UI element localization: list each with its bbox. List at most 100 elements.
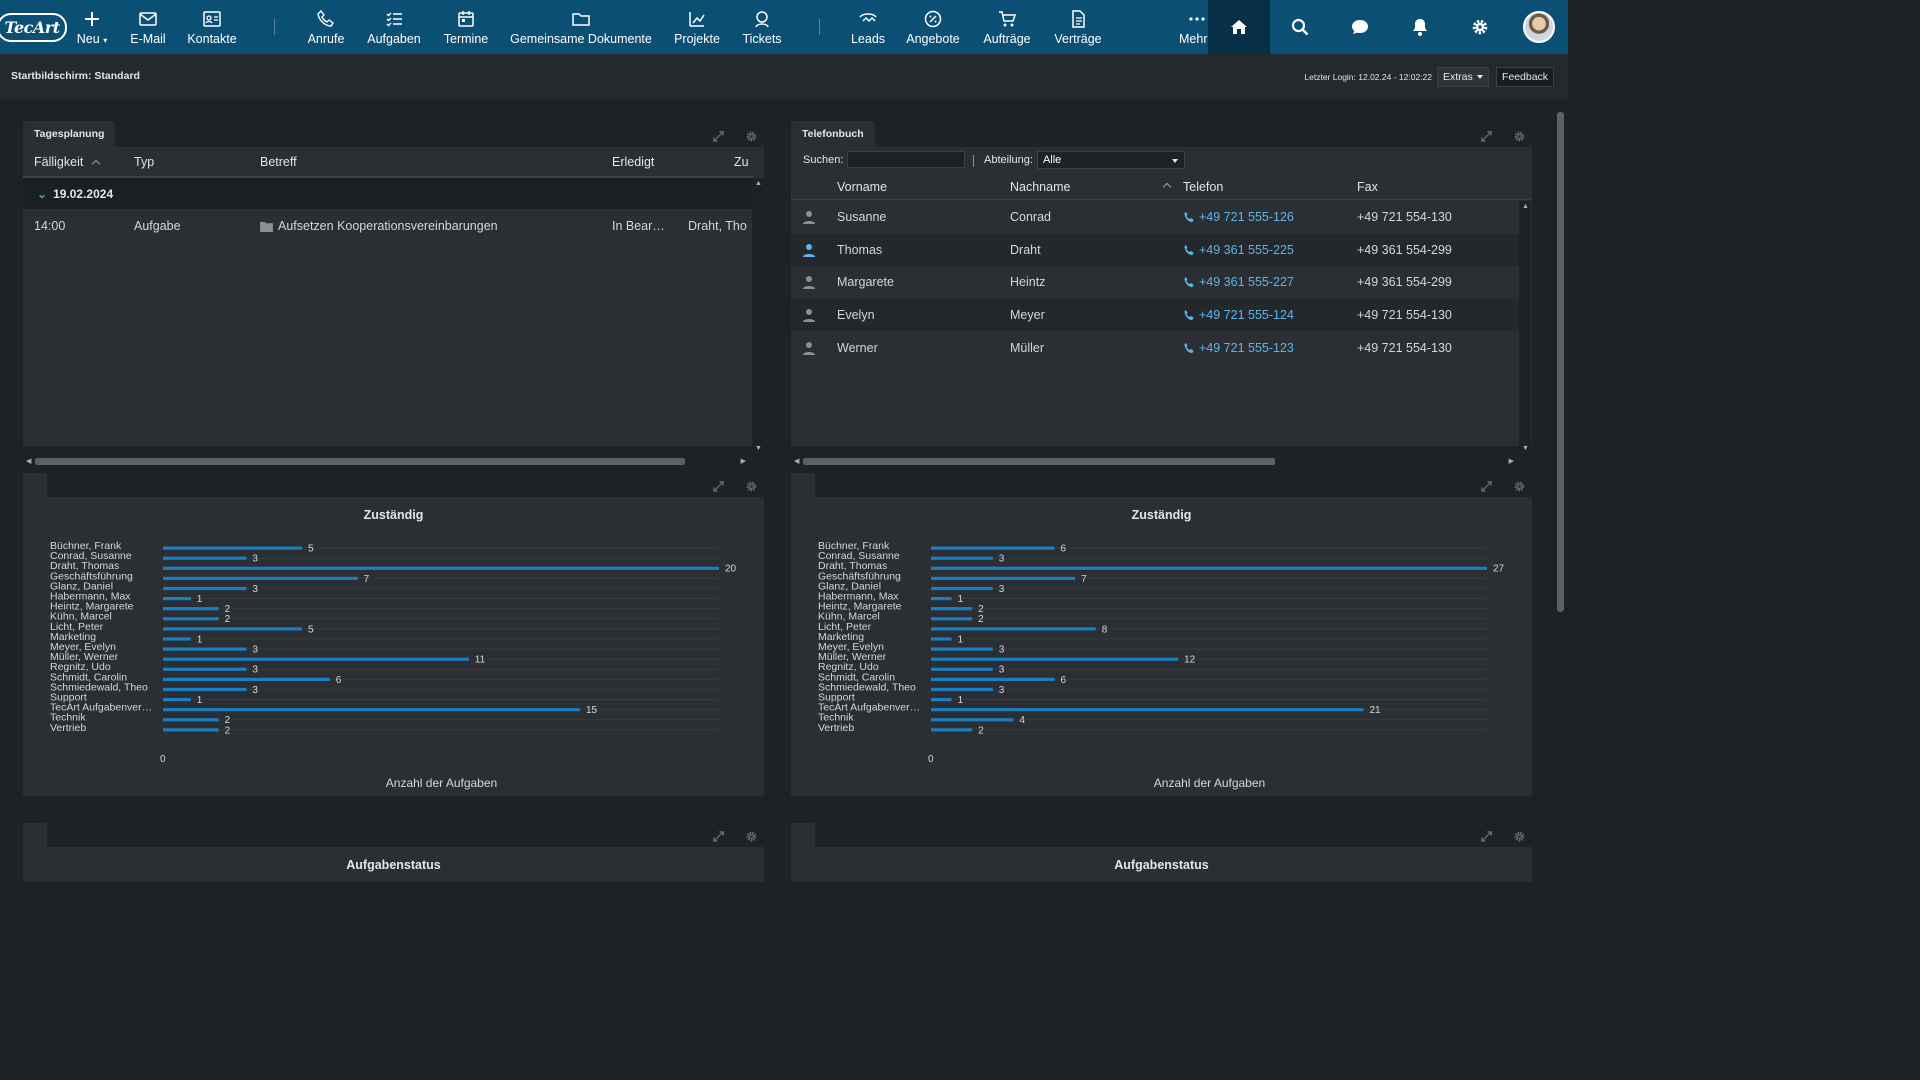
bar-chart: Büchner, Frank 5 Conrad, Susanne 3 Draht, Th… <box>50 540 737 765</box>
row-fax: +49 361 554-299 <box>1357 275 1452 289</box>
widget-tab[interactable] <box>791 823 815 847</box>
tecart-logo[interactable]: TecArt <box>0 0 67 54</box>
phone-icon <box>1184 276 1194 287</box>
expand-icon[interactable] <box>1480 830 1493 843</box>
page-scroll-thumb[interactable] <box>1557 112 1564 612</box>
chat-button[interactable] <box>1330 0 1390 54</box>
mail-icon <box>139 11 157 26</box>
expand-icon[interactable] <box>1480 130 1493 143</box>
nav-email[interactable]: E-Mail <box>120 0 176 54</box>
col-header-subject[interactable]: Betreff <box>260 154 297 169</box>
extras-button[interactable]: Extras <box>1437 67 1489 87</box>
scroll-up-icon[interactable]: ▲ <box>1522 203 1529 210</box>
nav-offers[interactable]: Angebote <box>894 0 972 54</box>
scroll-thumb[interactable] <box>35 458 685 465</box>
nav-tasks[interactable]: Aufgaben <box>351 0 437 54</box>
bar <box>931 546 1055 550</box>
scroll-left-icon[interactable]: ◀ <box>26 458 32 465</box>
bar <box>163 576 358 580</box>
widget-tab[interactable] <box>791 473 815 497</box>
nav-calls[interactable]: Anrufe <box>301 0 351 54</box>
vertical-scrollbar[interactable]: ▲ ▼ <box>1519 201 1531 454</box>
phone-link[interactable]: +49 361 555-227 <box>1183 275 1294 289</box>
scroll-left-icon[interactable]: ◀ <box>794 458 800 465</box>
scroll-right-icon[interactable]: ▶ <box>740 458 746 465</box>
expand-icon[interactable] <box>712 830 725 843</box>
user-menu[interactable] <box>1510 0 1568 54</box>
notifications-button[interactable] <box>1390 0 1450 54</box>
widget-tab[interactable] <box>23 823 47 847</box>
bar <box>163 566 719 570</box>
bar-value-label: 6 <box>1061 675 1067 686</box>
col-header-type[interactable]: Typ <box>134 154 155 169</box>
date-group-header[interactable]: ⌄ 19.02.2024 <box>23 178 753 209</box>
col-header-due[interactable]: Fälligkeit <box>34 155 101 169</box>
search-icon <box>1291 18 1309 36</box>
nav-orders[interactable]: Aufträge <box>972 0 1042 54</box>
col-header-firstname[interactable]: Vorname <box>837 180 888 194</box>
expand-icon[interactable] <box>1480 480 1493 493</box>
nav-contracts[interactable]: Verträge <box>1042 0 1114 54</box>
settings-button[interactable] <box>1450 0 1510 54</box>
row-firstname: Margarete <box>837 275 894 289</box>
bar-value-label: 4 <box>1019 715 1025 726</box>
phonebook-search-input[interactable] <box>847 151 966 168</box>
gear-icon[interactable] <box>1513 480 1526 493</box>
nav-shared-documents[interactable]: Gemeinsame Dokumente <box>495 0 667 54</box>
vertical-scrollbar[interactable]: ▲ ▼ <box>752 178 764 454</box>
table-row[interactable]: Evelyn Meyer +49 721 555-124 +49 721 554… <box>791 299 1519 331</box>
phone-link[interactable]: +49 721 555-123 <box>1183 341 1294 355</box>
col-header-assigned[interactable]: Zu <box>734 154 749 169</box>
scroll-down-icon[interactable]: ▼ <box>1522 445 1529 452</box>
widget-tab-telefonbuch[interactable]: Telefonbuch <box>791 121 875 147</box>
phone-link[interactable]: +49 361 555-225 <box>1183 243 1294 257</box>
widget-tab-tagesplanung[interactable]: Tagesplanung <box>23 121 116 147</box>
phone-link[interactable]: +49 721 555-124 <box>1183 308 1294 322</box>
expand-icon[interactable] <box>712 130 725 143</box>
col-header-lastname[interactable]: Nachname <box>1010 180 1172 194</box>
table-row[interactable]: Thomas Draht +49 361 555-225 +49 361 554… <box>791 234 1519 266</box>
col-header-done[interactable]: Erledigt <box>612 154 655 169</box>
tagesplanung-widget: Tagesplanung Fälligkeit Typ Betreff Erle… <box>23 121 764 467</box>
search-button[interactable] <box>1270 0 1330 54</box>
gear-icon[interactable] <box>1513 830 1526 843</box>
category-label: Draht, Thomas <box>818 560 887 572</box>
gear-icon[interactable] <box>745 130 758 143</box>
offers-icon <box>924 10 942 27</box>
nav-new[interactable]: Neu ▾ <box>64 0 120 54</box>
col-header-fax[interactable]: Fax <box>1357 180 1378 194</box>
horizontal-scrollbar[interactable]: ◀ ▶ <box>791 456 1517 467</box>
gear-icon[interactable] <box>745 830 758 843</box>
horizontal-scrollbar[interactable]: ◀ ▶ <box>23 456 749 467</box>
scroll-thumb[interactable] <box>803 458 1275 465</box>
col-header-phone[interactable]: Telefon <box>1183 180 1224 194</box>
feedback-button[interactable]: Feedback <box>1496 67 1554 87</box>
nav-calls-label: Anrufe <box>307 31 345 46</box>
home-button[interactable] <box>1208 0 1270 60</box>
gear-icon[interactable] <box>1513 130 1526 143</box>
phone-link[interactable]: +49 721 555-126 <box>1183 210 1294 224</box>
widget-tab[interactable] <box>23 473 47 497</box>
nav-tickets[interactable]: Tickets <box>727 0 797 54</box>
bar <box>163 617 219 621</box>
table-row[interactable]: Werner Müller +49 721 555-123 +49 721 55… <box>791 332 1519 364</box>
department-select[interactable]: Alle <box>1036 151 1185 169</box>
nav-projects[interactable]: Projekte <box>667 0 727 54</box>
nav-leads[interactable]: Leads <box>842 0 894 54</box>
table-row[interactable]: Susanne Conrad +49 721 555-126 +49 721 5… <box>791 201 1519 233</box>
scroll-up-icon[interactable]: ▲ <box>755 180 762 187</box>
nav-contacts[interactable]: Kontakte <box>176 0 248 54</box>
category-label: Kühn, Marcel <box>818 611 880 623</box>
gear-icon[interactable] <box>745 480 758 493</box>
bar <box>931 708 1364 712</box>
page-scrollbar[interactable] <box>1554 100 1568 882</box>
table-row[interactable]: Margarete Heintz +49 361 555-227 +49 361… <box>791 266 1519 298</box>
nav-appointments[interactable]: Termine <box>437 0 495 54</box>
scroll-down-icon[interactable]: ▼ <box>755 445 762 452</box>
expand-icon[interactable] <box>712 480 725 493</box>
page-title: Startbildschirm: Standard <box>11 70 140 82</box>
table-row[interactable]: 14:00 Aufgabe Aufsetzen Kooperationsvere… <box>23 209 753 242</box>
scroll-right-icon[interactable]: ▶ <box>1508 458 1514 465</box>
bar-value-label: 20 <box>725 564 737 575</box>
phone-icon <box>1184 211 1194 222</box>
